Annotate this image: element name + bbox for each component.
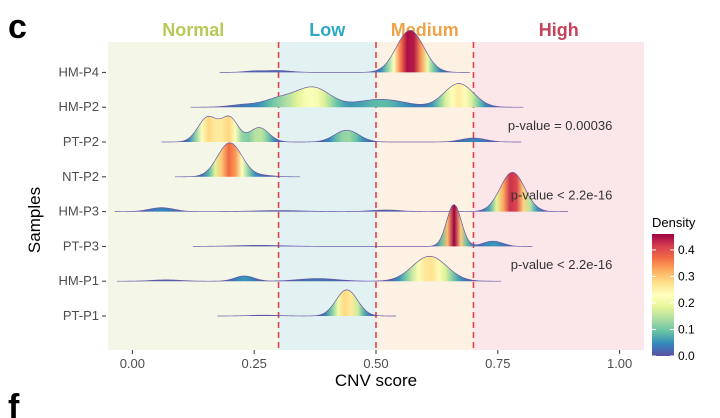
ridge-outline [219, 30, 470, 73]
ridge-nt-p2 [175, 142, 301, 178]
legend-tick-label: 0.2 [678, 296, 695, 310]
ridge-outline [114, 171, 569, 212]
ridge-fill [175, 142, 301, 177]
y-tick-label: PT-P3 [63, 238, 99, 253]
legend-tick-label: 0.3 [678, 269, 695, 283]
ridge-hm-p2 [190, 83, 524, 108]
ridge-pt-p2 [161, 115, 522, 143]
p-value-annotation: p-value < 2.2e-16 [511, 257, 613, 272]
y-tick-label: HM-P2 [59, 99, 99, 114]
ridge-fill [190, 83, 524, 108]
ridge-outline [217, 289, 397, 317]
ridge-fill [219, 30, 470, 73]
y-tick-label: HM-P1 [59, 273, 99, 288]
ridge-fill [192, 204, 533, 247]
x-axis-title: CNV score [335, 371, 417, 390]
legend-title: Density [652, 215, 696, 230]
x-tick-label: 0.00 [120, 356, 145, 371]
ridge-fill [217, 289, 397, 316]
y-tick-label: HM-P3 [59, 204, 99, 219]
category-label-medium: Medium [391, 20, 459, 40]
category-label-high: High [539, 20, 579, 40]
band-normal [108, 42, 279, 350]
category-label-low: Low [309, 20, 346, 40]
legend-tick-label: 0.0 [678, 349, 695, 363]
ridge-outline [190, 83, 524, 108]
next-panel-letter: f [8, 388, 20, 418]
p-value-annotation: p-value = 0.00036 [508, 118, 612, 133]
ridge-outline [116, 255, 502, 282]
category-label-normal: Normal [162, 20, 224, 40]
legend-tick-label: 0.1 [678, 322, 695, 336]
ridge-outline [175, 142, 301, 178]
legend-tick-label: 0.4 [678, 243, 695, 257]
y-tick-label: NT-P2 [62, 169, 99, 184]
ridge-hm-p3 [114, 171, 569, 212]
ridge-pt-p3 [192, 203, 533, 247]
ridge-fill [116, 256, 502, 282]
ridge-pt-p1 [217, 289, 397, 317]
ridge-outline [192, 203, 533, 247]
x-tick-label: 0.50 [363, 356, 388, 371]
y-tick-label: PT-P1 [63, 308, 99, 323]
p-value-annotation: p-value < 2.2e-16 [511, 188, 613, 203]
ridge-hm-p1 [116, 255, 502, 282]
legend-colorbar [652, 234, 674, 356]
y-tick-label: PT-P2 [63, 134, 99, 149]
ridge-hm-p4 [219, 30, 470, 73]
x-tick-label: 0.25 [242, 356, 267, 371]
x-tick-label: 0.75 [485, 356, 510, 371]
band-low [278, 42, 376, 350]
ridge-fill [114, 172, 569, 212]
y-tick-label: HM-P4 [59, 64, 99, 79]
panel-letter: c [8, 8, 27, 46]
y-axis-title: Samples [25, 187, 44, 253]
ridge-outline [161, 115, 522, 143]
ridge-fill [161, 115, 522, 142]
x-tick-label: 1.00 [607, 356, 632, 371]
